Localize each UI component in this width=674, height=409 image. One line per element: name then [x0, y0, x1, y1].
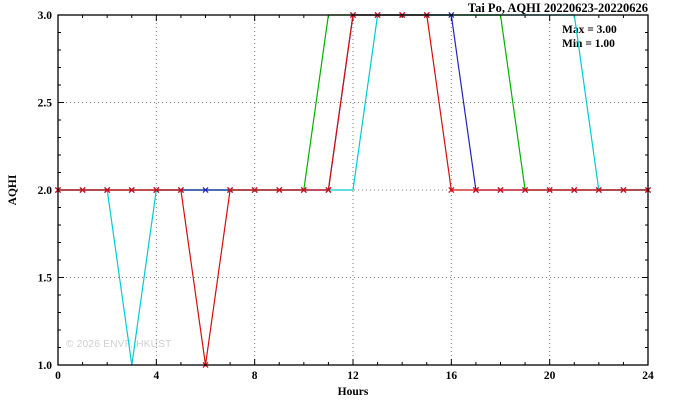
- marker-red-series: [227, 186, 234, 194]
- plot-border: [57, 14, 649, 366]
- marker-red-series: [251, 186, 258, 194]
- watermark: © 2026 ENVF, HKUST: [66, 339, 172, 350]
- legend-min-value: Min = 1.00: [562, 38, 615, 50]
- marker-red-series: [325, 186, 332, 194]
- x-tick-label: 4: [153, 370, 159, 382]
- x-tick-label: 0: [55, 370, 61, 382]
- marker-red-series: [497, 186, 504, 194]
- marker-red-series: [153, 186, 160, 194]
- marker-red-series: [128, 186, 135, 194]
- y-tick-label: 2.5: [38, 98, 53, 110]
- marker-red-series: [522, 186, 529, 194]
- x-tick-label: 20: [544, 370, 556, 382]
- marker-red-series: [448, 186, 455, 194]
- x-tick-label: 24: [642, 370, 654, 382]
- y-tick-label: 1.0: [38, 360, 53, 372]
- chart-title: Tai Po, AQHI 20220623-20220626: [467, 1, 648, 15]
- x-tick-label: 8: [252, 370, 258, 382]
- x-tick-label: 16: [446, 370, 458, 382]
- marker-blue-series: [202, 186, 209, 194]
- marker-red-series: [276, 186, 283, 194]
- marker-red-series: [620, 186, 627, 194]
- marker-red-series: [546, 186, 553, 194]
- marker-red-series: [79, 186, 86, 194]
- marker-red-series: [472, 186, 479, 194]
- marker-red-series: [104, 186, 111, 194]
- y-tick-label: 3.0: [38, 10, 53, 22]
- marker-red-series: [300, 186, 307, 194]
- x-tick-label: 12: [347, 370, 359, 382]
- marker-red-series: [595, 186, 602, 194]
- marker-red-series: [177, 186, 184, 194]
- y-tick-label: 1.5: [38, 273, 53, 285]
- y-tick-label: 2.0: [38, 185, 53, 197]
- x-axis-title: Hours: [337, 386, 369, 398]
- marker-red-series: [571, 186, 578, 194]
